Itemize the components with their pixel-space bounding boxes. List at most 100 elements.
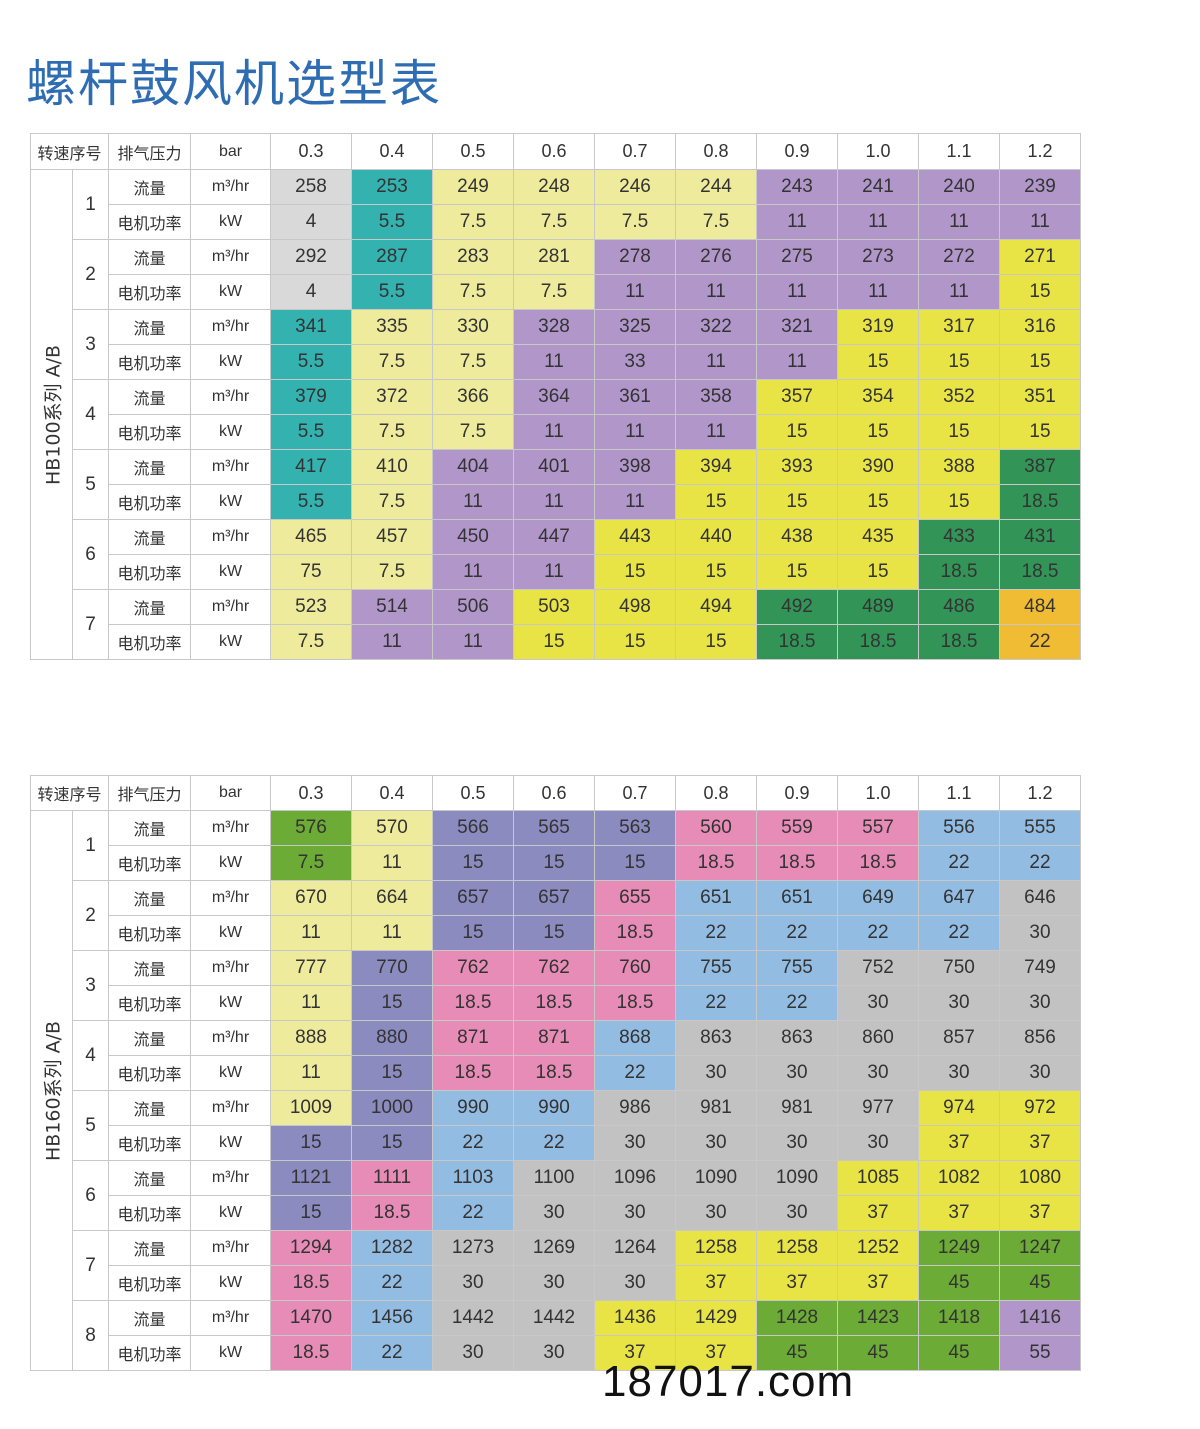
power-label: 电机功率 [108, 1125, 191, 1161]
power-value: 15 [999, 414, 1081, 450]
power-label: 电机功率 [108, 414, 191, 450]
power-value: 18.5 [270, 1265, 352, 1301]
speed-number: 6 [72, 519, 109, 590]
flow-value: 755 [675, 950, 757, 986]
power-value: 15 [270, 1125, 352, 1161]
power-value: 11 [351, 624, 433, 660]
power-value: 18.5 [999, 554, 1081, 590]
flow-value: 646 [999, 880, 1081, 916]
power-row: 电机功率 kW 5.5 7.5 11 11 11 15 15 15 15 18.5 [31, 484, 1081, 520]
flow-value: 647 [918, 880, 1000, 916]
unit-header: bar [190, 133, 271, 170]
power-row: 电机功率 kW 18.5 22 30 30 30 37 37 37 45 45 [31, 1265, 1081, 1301]
power-value: 15 [675, 484, 757, 520]
power-unit: kW [190, 414, 271, 450]
power-value: 18.5 [594, 915, 676, 951]
power-unit: kW [190, 204, 271, 240]
power-value: 11 [270, 915, 352, 951]
flow-value: 981 [675, 1090, 757, 1126]
power-value: 15 [513, 915, 595, 951]
flow-value: 272 [918, 239, 1000, 275]
page-title: 螺杆鼓风机选型表 [26, 55, 442, 113]
flow-value: 366 [432, 379, 514, 415]
power-unit: kW [190, 845, 271, 881]
flow-value: 273 [837, 239, 919, 275]
flow-value: 358 [675, 379, 757, 415]
flow-unit: m³/hr [190, 1160, 271, 1196]
power-value: 30 [513, 1265, 595, 1301]
flow-value: 283 [432, 239, 514, 275]
flow-value: 1090 [675, 1160, 757, 1196]
flow-value: 486 [918, 589, 1000, 625]
flow-row: 5 流量 m³/hr 417 410 404 401 398 394 393 390 388 387 [31, 449, 1081, 520]
flow-unit: m³/hr [190, 1300, 271, 1336]
pressure-value-header: 1.0 [837, 775, 919, 811]
flow-value: 871 [513, 1020, 595, 1056]
flow-value: 990 [432, 1090, 514, 1126]
power-value: 18.5 [351, 1195, 433, 1231]
power-value: 30 [513, 1195, 595, 1231]
power-value: 37 [918, 1125, 1000, 1161]
flow-value: 1258 [675, 1230, 757, 1266]
speed-number: 5 [72, 449, 109, 520]
power-value: 22 [756, 915, 838, 951]
speed-number: 5 [72, 1090, 109, 1161]
power-row: 电机功率 kW 15 15 22 22 30 30 30 30 37 37 [31, 1125, 1081, 1161]
power-value: 4 [270, 204, 352, 240]
power-value: 18.5 [999, 484, 1081, 520]
power-value: 55 [999, 1335, 1081, 1371]
pressure-value-header: 0.4 [351, 775, 433, 811]
flow-value: 1252 [837, 1230, 919, 1266]
power-value: 7.5 [351, 484, 433, 520]
power-row: 电机功率 kW 4 5.5 7.5 7.5 7.5 7.5 11 11 11 11 [31, 204, 1081, 240]
flow-value: 1269 [513, 1230, 595, 1266]
power-value: 30 [594, 1265, 676, 1301]
power-value: 18.5 [837, 845, 919, 881]
speed-number: 1 [72, 810, 109, 881]
speed-number: 7 [72, 1230, 109, 1301]
flow-value: 357 [756, 379, 838, 415]
flow-row: 3 流量 m³/hr 777 770 762 762 760 755 755 752 750 749 [31, 950, 1081, 1021]
flow-value: 777 [270, 950, 352, 986]
flow-value: 1423 [837, 1300, 919, 1336]
power-value: 11 [675, 414, 757, 450]
power-value: 15 [837, 344, 919, 380]
flow-value: 484 [999, 589, 1081, 625]
pressure-value-header: 0.5 [432, 775, 514, 811]
flow-value: 1000 [351, 1090, 433, 1126]
flow-unit: m³/hr [190, 379, 271, 415]
flow-value: 1273 [432, 1230, 514, 1266]
flow-value: 457 [351, 519, 433, 555]
flow-value: 563 [594, 810, 676, 846]
flow-value: 271 [999, 239, 1081, 275]
power-value: 18.5 [837, 624, 919, 660]
flow-value: 1100 [513, 1160, 595, 1196]
pressure-value-header: 0.4 [351, 133, 433, 170]
power-label: 电机功率 [108, 845, 191, 881]
power-row: 电机功率 kW 4 5.5 7.5 7.5 11 11 11 11 11 15 [31, 274, 1081, 310]
pressure-header: 排气压力 [108, 775, 191, 811]
power-value: 11 [837, 204, 919, 240]
power-value: 30 [594, 1125, 676, 1161]
flow-value: 523 [270, 589, 352, 625]
power-label: 电机功率 [108, 344, 191, 380]
flow-label: 流量 [108, 1160, 191, 1196]
power-value: 33 [594, 344, 676, 380]
power-value: 30 [756, 1195, 838, 1231]
flow-value: 276 [675, 239, 757, 275]
flow-label: 流量 [108, 239, 191, 275]
speed-number: 3 [72, 950, 109, 1021]
flow-label: 流量 [108, 1090, 191, 1126]
power-value: 22 [918, 915, 1000, 951]
flow-value: 974 [918, 1090, 1000, 1126]
power-value: 30 [432, 1265, 514, 1301]
flow-value: 335 [351, 309, 433, 345]
flow-value: 1103 [432, 1160, 514, 1196]
hb100-selection-table: 转速序号 排气压力 bar 0.3 0.4 0.5 0.6 0.7 0.8 0.9 1.0 1.1 1.… [30, 133, 1081, 660]
flow-value: 760 [594, 950, 676, 986]
power-value: 45 [918, 1335, 1000, 1371]
flow-row: HB100系列 A/B 1 流量 m³/hr 258 253 249 248 246 244 243… [30, 169, 1081, 660]
power-value: 11 [594, 484, 676, 520]
power-value: 22 [432, 1125, 514, 1161]
power-row: 电机功率 kW 7.5 11 11 15 15 15 18.5 18.5 18.5 22 [31, 624, 1081, 660]
